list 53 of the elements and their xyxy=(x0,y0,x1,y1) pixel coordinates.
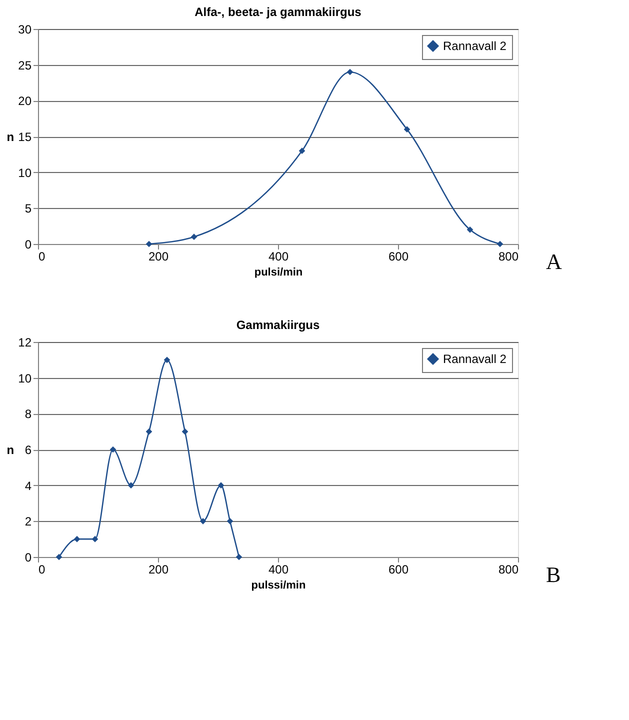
x-tick-label: 0 xyxy=(38,562,46,576)
point xyxy=(236,554,242,560)
point xyxy=(218,482,224,488)
point xyxy=(146,428,152,435)
y-tick-label: 30 xyxy=(18,22,32,36)
x-tick-label: 600 xyxy=(388,250,409,264)
x-tick-label: 400 xyxy=(268,562,289,576)
legend-label: Rannavall 2 xyxy=(443,39,507,53)
y-tick-label: 10 xyxy=(18,166,32,180)
x-tick-label: 800 xyxy=(498,562,519,576)
point xyxy=(182,428,188,435)
point xyxy=(298,148,306,154)
x-tick-label: 400 xyxy=(268,250,289,264)
point xyxy=(496,240,504,248)
point xyxy=(128,482,134,488)
y-tick-label: 20 xyxy=(18,94,32,108)
x-tick-label: 200 xyxy=(148,562,169,576)
point xyxy=(404,126,410,132)
chart-title: Gammakiirgus xyxy=(236,318,320,332)
chart-title: Alfa-, beeta- ja gammakiirgus xyxy=(194,5,362,19)
point xyxy=(200,518,206,524)
x-tick-label: 600 xyxy=(388,562,409,576)
y-tick-label: 6 xyxy=(24,443,32,457)
point xyxy=(56,554,62,560)
y-tick-label: 5 xyxy=(24,202,32,216)
y-tick-label: 10 xyxy=(18,371,32,386)
y-tick-label: 15 xyxy=(18,130,32,144)
y-axis-title: n xyxy=(6,130,14,144)
point xyxy=(164,356,170,364)
y-axis-title: n xyxy=(6,443,14,457)
point xyxy=(190,234,198,240)
y-tick-label: 2 xyxy=(24,514,32,529)
y-tick-label: 0 xyxy=(24,550,32,564)
point xyxy=(146,240,152,248)
x-tick-label: 800 xyxy=(498,250,519,264)
point xyxy=(466,226,474,233)
y-tick-label: 8 xyxy=(24,407,32,422)
point xyxy=(92,536,98,542)
legend-label: Rannavall 2 xyxy=(443,352,507,366)
y-tick-label: 4 xyxy=(24,478,32,493)
text: B xyxy=(546,562,561,587)
y-tick-label: 0 xyxy=(24,238,32,252)
point xyxy=(74,536,80,542)
x-axis-title: pulsi/min xyxy=(254,266,303,278)
point xyxy=(346,68,354,76)
text: A xyxy=(546,249,562,274)
y-tick-label: 25 xyxy=(18,58,32,72)
x-tick-label: 200 xyxy=(148,250,169,264)
y-tick-label: 12 xyxy=(18,336,32,350)
point xyxy=(110,446,116,453)
point xyxy=(226,518,234,524)
x-axis-title: pulssi/min xyxy=(251,580,306,592)
x-tick-label: 0 xyxy=(38,250,46,264)
